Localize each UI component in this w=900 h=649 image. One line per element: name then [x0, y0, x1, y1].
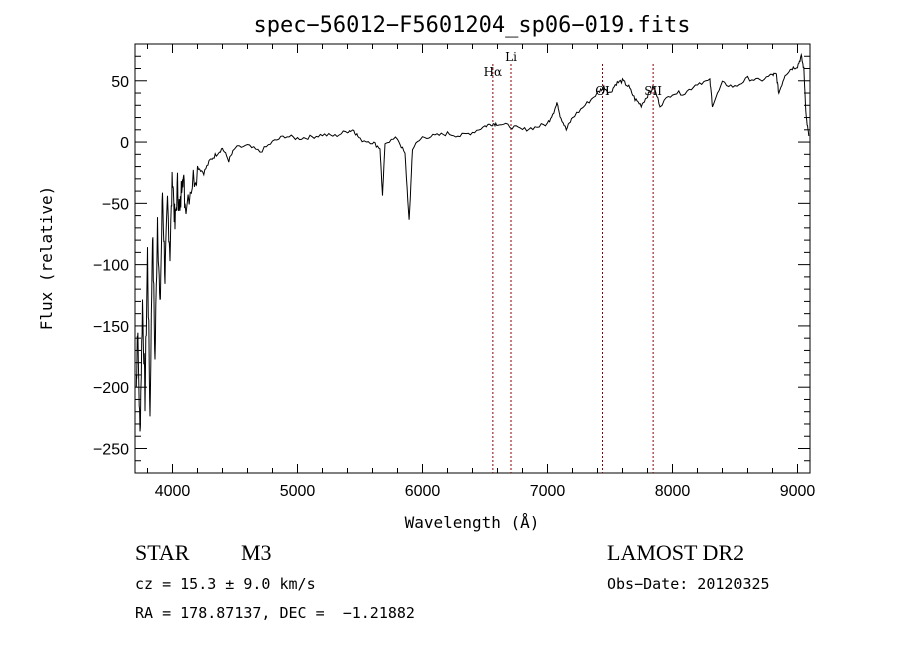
survey-label: LAMOST DR2 — [607, 540, 745, 565]
spectral-line-label: Hα — [484, 65, 503, 79]
x-tick-label: 5000 — [280, 483, 316, 500]
x-tick-label: 4000 — [155, 483, 191, 500]
observation-date: Obs−Date: 20120325 — [607, 575, 770, 593]
x-axis-label: Wavelength (Å) — [405, 513, 540, 532]
y-tick-label: −150 — [93, 319, 129, 336]
chart-title: spec−56012−F5601204_sp06−019.fits — [253, 13, 690, 38]
object-class: STAR — [135, 540, 190, 565]
y-tick-label: −250 — [93, 441, 129, 458]
x-tick-label: 6000 — [405, 483, 441, 500]
plot-frame — [134, 43, 811, 474]
x-tick-label: 9000 — [780, 483, 816, 500]
x-tick-label: 8000 — [655, 483, 691, 500]
y-tick-label: −100 — [93, 258, 129, 275]
y-axis: 50 0 −50 −100 −150 −200 −250 — [93, 55, 810, 462]
object-subclass: M3 — [241, 540, 272, 565]
x-axis: 4000 5000 6000 7000 8000 9000 — [147, 44, 816, 500]
y-axis-label: Flux (relative) — [37, 186, 56, 331]
x-tick-label: 7000 — [530, 483, 566, 500]
y-tick-label: 50 — [111, 74, 129, 91]
coordinates-readout: RA = 178.87137, DEC = −1.21882 — [135, 604, 415, 622]
spectral-line-label: Li — [505, 50, 517, 64]
spectrum-series — [135, 52, 810, 432]
y-tick-label: −50 — [102, 196, 129, 213]
spectrum-line — [135, 52, 810, 432]
y-tick-label: −200 — [93, 380, 129, 397]
spectral-line-label: OI — [595, 84, 610, 98]
y-tick-label: 0 — [120, 135, 129, 152]
redshift-readout: cz = 15.3 ± 9.0 km/s — [135, 575, 316, 593]
spectral-line-label: SII — [644, 84, 662, 98]
